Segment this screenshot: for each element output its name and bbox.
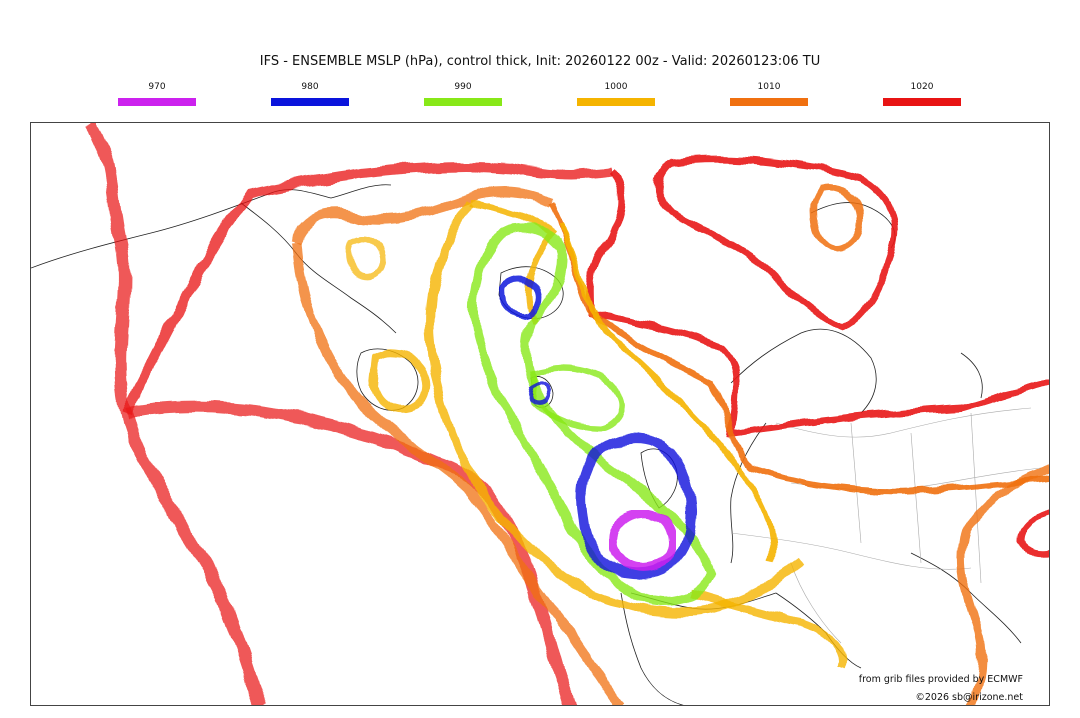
legend-item-1000: 1000 xyxy=(576,80,656,106)
legend-swatch-990 xyxy=(424,98,502,106)
data-source-credit: from grib files provided by ECMWF xyxy=(858,674,1023,685)
legend-swatch-1010 xyxy=(730,98,808,106)
isobar-map xyxy=(31,123,1049,705)
legend-item-1020: 1020 xyxy=(882,80,962,106)
map-panel: from grib files provided by ECMWF ©2026 … xyxy=(30,122,1050,706)
map-title: IFS - ENSEMBLE MSLP (hPa), control thick… xyxy=(259,54,821,69)
isobars-980 xyxy=(497,277,696,580)
legend-item-990: 990 xyxy=(423,80,503,106)
legend-swatch-1020 xyxy=(883,98,961,106)
legend-label-1000: 1000 xyxy=(604,82,628,92)
legend-item-970: 970 xyxy=(117,80,197,106)
copyright-credit: ©2026 sb@irizone.net xyxy=(915,692,1023,703)
legend-label-980: 980 xyxy=(301,82,319,92)
isobars-990 xyxy=(469,223,716,606)
legend-label-970: 970 xyxy=(148,82,166,92)
legend-label-990: 990 xyxy=(454,82,472,92)
legend-item-980: 980 xyxy=(270,80,350,106)
country-borders xyxy=(730,407,1042,644)
legend-item-1010: 1010 xyxy=(729,80,809,106)
legend-label-1010: 1010 xyxy=(757,82,781,92)
isobars-1000 xyxy=(345,200,846,670)
legend-swatch-970 xyxy=(118,98,196,106)
legend-swatch-980 xyxy=(271,98,349,106)
isobars-1010 xyxy=(291,184,1049,705)
legend-swatch-1000 xyxy=(577,98,655,106)
legend-label-1020: 1020 xyxy=(910,82,934,92)
isobars-1020 xyxy=(85,123,1049,705)
isobars-970 xyxy=(607,508,677,573)
